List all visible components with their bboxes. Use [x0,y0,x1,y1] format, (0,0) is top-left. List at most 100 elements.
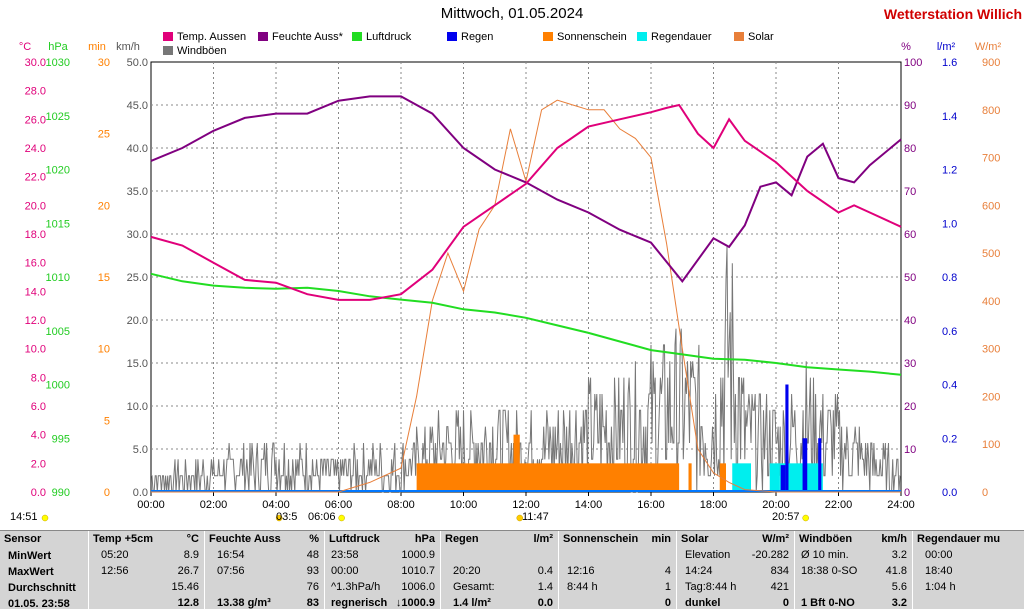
luftdruck-row-value: 1006.0 [401,581,435,593]
axis-tick-right-0: 40 [904,315,916,327]
legend-item[interactable]: Windböen [163,45,227,57]
col-solar: Solar W/m² Elevation -20.282 14:24 834 Tag:8:4… [676,531,795,609]
regen-header-label: Regen [445,533,479,545]
axis-tick-left-2: 20 [98,200,110,212]
axis-tick-right-1: 0.2 [942,433,957,445]
series-tempaussen-line [150,103,902,301]
axis-tick-right-2: 0 [982,487,988,499]
station-name[interactable]: Wetterstation Willich [883,6,1022,22]
legend-item[interactable]: Feuchte Auss* [258,31,343,43]
solar-row-label: Elevation [685,549,731,561]
axis-tick-left-0: 6.0 [31,401,46,413]
axis-tick-left-1: 995 [52,433,70,445]
axis-tick-left-0: 16.0 [25,258,46,270]
bar-regen [818,438,822,492]
legend-swatch [637,32,647,41]
axis-tick-left-3: 50.0 [127,57,148,69]
axis-tick-right-2: 200 [982,391,1000,403]
feuchte-row-label: 16:54 [217,549,245,561]
windboeen-row-label: 1 Bft 0-NO [801,597,855,609]
legend-swatch [543,32,553,41]
luftdruck-header-label: Luftdruck [329,533,380,545]
axis-tick-left-3: 45.0 [127,100,148,112]
x-tick-label: 24:00 [887,499,915,511]
sonnenschein-header: Sonnenschein min [559,531,677,547]
legend-swatch [352,32,362,41]
time-marker-dot [802,514,809,522]
axis-tick-left-3: 30.0 [127,229,148,241]
axis-tick-right-1: 1.6 [942,57,957,69]
temp-row-label: 12:56 [101,565,129,577]
windboeen-header-label: Windböen [799,533,853,545]
x-tick-label: 00:00 [137,499,165,511]
regen-header-unit: l/m² [533,533,553,545]
solar-row-label: Tag:8:44 h [685,581,737,593]
axis-tick-left-1: 1005 [46,326,70,338]
windboeen-header: Windböen km/h [795,531,913,547]
legend-item[interactable]: Sonnenschein [543,31,627,43]
axis-tick-left-0: 30.0 [25,57,46,69]
axis-unit-left-1: hPa [48,41,68,53]
bar-sonnenschein [513,434,520,492]
x-tick-label: 02:00 [200,499,228,511]
legend-item[interactable]: Luftdruck [352,31,411,43]
axis-tick-right-0: 60 [904,229,916,241]
series-luftdruck-line [150,272,902,376]
axis-tick-left-0: 14.0 [25,286,46,298]
axis-unit-right-1: l/m² [937,41,956,53]
axis-tick-left-1: 1020 [46,165,70,177]
axis-tick-right-1: 0.0 [942,487,957,499]
axis-tick-left-3: 35.0 [127,186,148,198]
axis-tick-left-2: 5 [104,415,110,427]
legend-item[interactable]: Regen [447,31,493,43]
bar-regen [802,438,808,492]
legend-item[interactable]: Regendauer [637,31,712,43]
axis-tick-left-3: 5.0 [133,444,148,456]
axis-tick-left-2: 30 [98,57,110,69]
feuchte-header-label: Feuchte Auss [209,533,281,545]
time-marker-dot [275,514,283,522]
x-tick-label: 18:00 [700,499,728,511]
temp-row-label: 05:20 [101,549,129,561]
solar-row-value: 421 [770,581,789,593]
axis-tick-left-3: 40.0 [127,143,148,155]
x-tick-label: 16:00 [637,499,665,511]
bar-sonnenschein [719,463,726,492]
sonnenschein-row-label: 8:44 h [567,581,598,593]
feuchte-row-label: 07:56 [217,565,245,577]
col-feuchte: Feuchte Auss% 16:54 48 07:56 93 76 13.38 g/m³ 8… [204,531,325,609]
x-tick-label: 12:00 [512,499,540,511]
series-solar-line [151,99,901,493]
axis-tick-left-3: 0.0 [133,487,148,499]
axis-tick-left-3: 10.0 [127,401,148,413]
x-tick-label: 08:00 [387,499,415,511]
axis-tick-left-1: 1000 [46,380,70,392]
legend-label: Temp. Aussen [177,31,247,43]
temp-header-unit: °C [186,533,199,545]
axis-tick-right-1: 1.2 [942,165,957,177]
col-windboeen: Windböen km/h Ø 10 min. 3.2 18:38 0-SO 41.8 5.… [794,531,913,609]
axis-tick-right-0: 20 [904,401,916,413]
statistics-table: Sensor MinWert MaxWert Durchschnitt 01.0… [0,530,1024,610]
legend-swatch [163,46,173,55]
legend-item[interactable]: Temp. Aussen [163,31,246,43]
chart-title: Mittwoch, 01.05.2024 [440,5,584,22]
x-tick-label: 20:00 [762,499,790,511]
axis-tick-right-0: 0 [904,487,910,499]
axis-tick-right-1: 0.8 [942,272,957,284]
legend-item[interactable]: Solar [734,31,774,43]
axis-tick-right-2: 100 [982,439,1000,451]
temp-row-value: 15.46 [171,581,199,593]
axis-tick-right-0: 80 [904,143,916,155]
regen-row-value: 0.4 [537,565,553,577]
sensor-header: Sensor [4,533,42,545]
axis-tick-right-0: 70 [904,186,916,198]
weather-chart: °C 30.0 28.0 26.0 24.0 22.0 20.0 18.0 16.0 14.0 12… [19,41,1001,522]
windboeen-row-label: 18:38 0-SO [801,565,858,577]
luftdruck-row-value: ↓1000.9 [395,597,435,609]
time-marker-dot [516,514,523,522]
sonnenschein-row-value: 0 [664,597,671,609]
solar-row-label: dunkel [685,597,721,609]
axis-tick-left-0: 8.0 [31,372,46,384]
axis-tick-left-0: 10.0 [25,344,46,356]
